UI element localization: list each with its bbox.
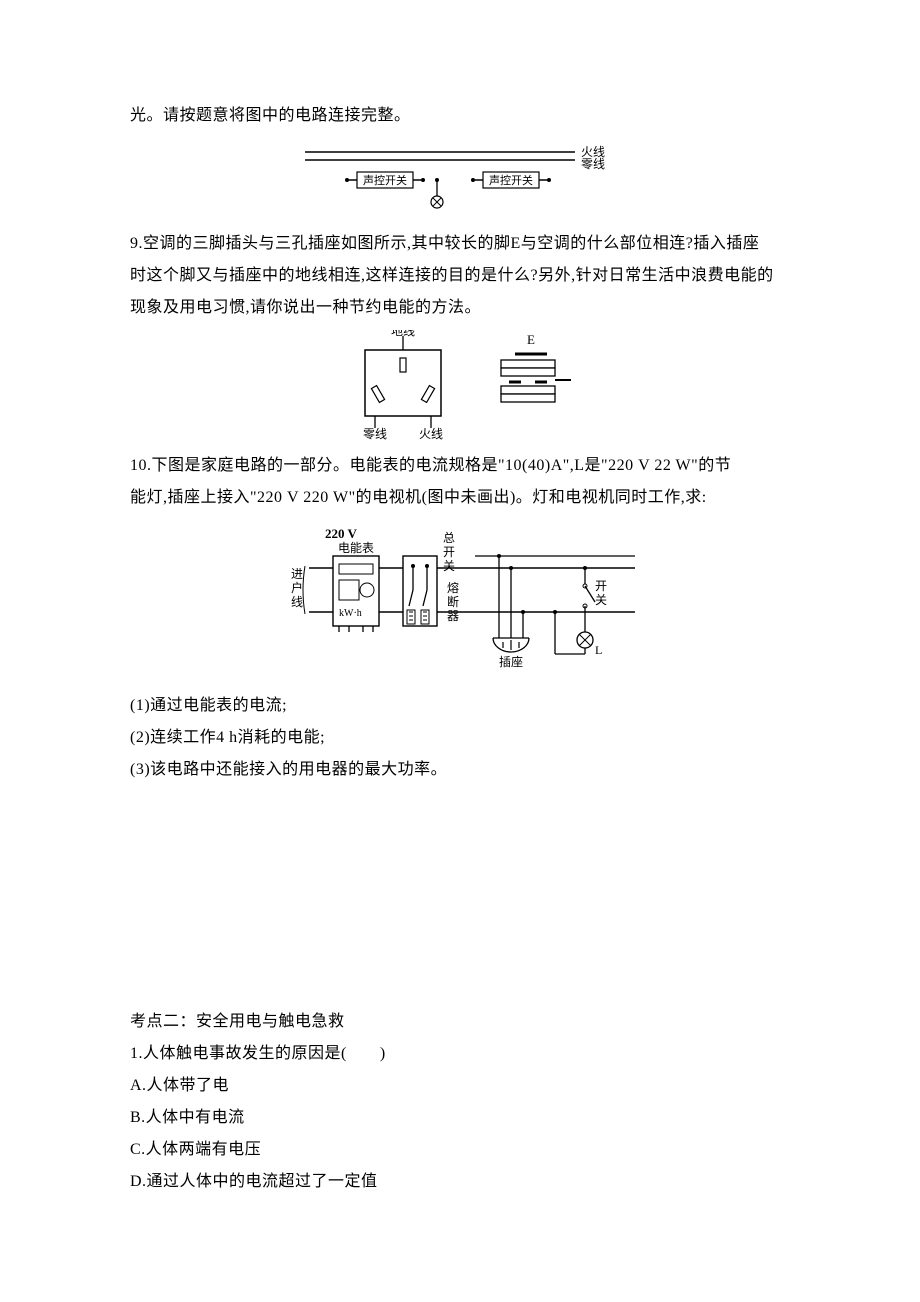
d3-fuse-2: 断	[447, 594, 459, 609]
d1-switch-label-right: 声控开关	[489, 173, 533, 187]
d3-mainswitch-3: 关	[443, 559, 455, 573]
d2-ground-label: 地线	[391, 330, 415, 338]
d3-switch-1: 开	[595, 579, 607, 593]
blank-space	[130, 786, 790, 1006]
d3-socket-label: 插座	[499, 654, 523, 669]
d3-voltage-label: 220 V	[325, 526, 358, 541]
q10-sub3: (3)该电路中还能接入的用电器的最大功率。	[130, 754, 790, 786]
q10-line1: 10.下图是家庭电路的一部分。电能表的电流规格是"10(40)A",L是"220…	[130, 450, 790, 482]
q10-line2: 能灯,插座上接入"220 V 220 W"的电视机(图中未画出)。灯和电视机同时…	[130, 482, 790, 514]
d3-mainswitch-1: 总	[443, 531, 455, 545]
diagram-3-svg: 220 V 进 户 线 电能表 kW·h	[275, 520, 645, 680]
d3-switch-2: 关	[595, 593, 607, 607]
d3-kwh-label: kW·h	[339, 608, 362, 619]
d3-lamp-label: L	[595, 643, 602, 657]
d3-incoming-3: 线	[291, 595, 303, 609]
d2-plug-label: E	[527, 332, 535, 347]
q10-sub1: (1)通过电能表的电流;	[130, 690, 790, 722]
q9-line1: 9.空调的三脚插头与三孔插座如图所示,其中较长的脚E与空调的什么部位相连?插入插…	[130, 228, 790, 260]
section2-title: 考点二：安全用电与触电急救	[130, 1006, 790, 1038]
q10-sub2: (2)连续工作4 h消耗的电能;	[130, 722, 790, 754]
d3-mainswitch-2: 开	[443, 545, 455, 559]
d3-fuse-3: 器	[447, 609, 459, 623]
section2-opt-c: C.人体两端有电压	[130, 1134, 790, 1166]
d1-switch-label-left: 声控开关	[363, 173, 407, 187]
q9-line3: 现象及用电习惯,请你说出一种节约电能的方法。	[130, 292, 790, 324]
section2-q1: 1.人体触电事故发生的原因是( )	[130, 1038, 790, 1070]
section2-opt-d: D.通过人体中的电流超过了一定值	[130, 1166, 790, 1198]
section2-opt-a: A.人体带了电	[130, 1070, 790, 1102]
q9-line2: 时这个脚又与插座中的地线相连,这样连接的目的是什么?另外,针对日常生活中浪费电能…	[130, 260, 790, 292]
diagram-2-wrap: 地线 零线 火线 E	[130, 330, 790, 440]
diagram-2-svg: 地线 零线 火线 E	[345, 330, 575, 440]
d1-neutral-label: 零线	[581, 157, 605, 171]
d3-incoming-2: 户	[291, 580, 303, 595]
q8-tail: 光。请按题意将图中的电路连接完整。	[130, 100, 790, 132]
d2-neutral-label: 零线	[363, 427, 387, 440]
d2-live-label: 火线	[419, 427, 443, 440]
diagram-3-wrap: 220 V 进 户 线 电能表 kW·h	[130, 520, 790, 680]
d3-meter-label: 电能表	[338, 541, 374, 555]
section2-opt-b: B.人体中有电流	[130, 1102, 790, 1134]
d3-fuse-1: 熔	[447, 580, 459, 595]
diagram-1-svg: 火线 零线 声控开关 声控开关	[295, 138, 625, 218]
diagram-1-wrap: 火线 零线 声控开关 声控开关	[130, 138, 790, 218]
d3-incoming-1: 进	[291, 567, 303, 581]
